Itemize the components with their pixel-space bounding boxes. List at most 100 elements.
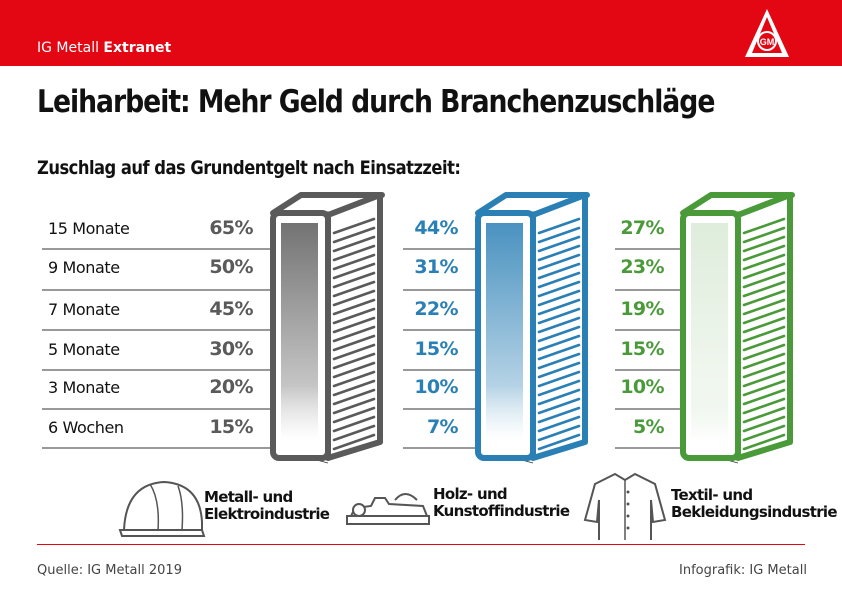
tower-hatch xyxy=(537,379,581,397)
chart-subtitle: Zuschlag auf das Grundentgelt nach Einsa… xyxy=(37,157,461,179)
tower-hatch xyxy=(742,298,786,316)
category-label: 15 Monate xyxy=(48,219,130,238)
ig-metall-logo-icon: GM xyxy=(745,9,789,57)
value-label: 23% xyxy=(620,256,664,278)
value-label: 10% xyxy=(620,376,664,398)
category-label: 5 Monate xyxy=(48,340,120,359)
legend-label: Metall- und xyxy=(204,488,293,506)
tower-hatch xyxy=(332,316,376,334)
category-label: 3 Monate xyxy=(48,378,120,397)
svg-text:GM: GM xyxy=(760,37,775,47)
tower-hatch xyxy=(742,262,786,280)
value-label: 20% xyxy=(209,376,253,398)
tower-hatch xyxy=(537,334,581,352)
tower-2 xyxy=(475,192,590,461)
tower-hatch xyxy=(537,406,581,424)
hardhat-icon xyxy=(118,480,206,537)
legend-label: Holz- und xyxy=(433,485,507,503)
tower-hatch xyxy=(537,253,581,271)
planer-icon xyxy=(346,493,430,525)
tower-hatch xyxy=(332,433,376,451)
tower-hatch xyxy=(537,307,581,325)
tower-hatch xyxy=(332,370,376,388)
value-label: 22% xyxy=(414,298,458,320)
tower-hatch xyxy=(537,361,581,379)
tower-hatch xyxy=(537,397,581,415)
tower-hatch xyxy=(332,307,376,325)
value-label: 15% xyxy=(414,338,458,360)
shirt-icon xyxy=(583,472,667,540)
tower-hatch xyxy=(537,415,581,433)
tower-hatch xyxy=(742,280,786,298)
brand: IG Metall Extranet xyxy=(37,40,171,56)
value-label: 27% xyxy=(620,217,664,239)
tower-shading xyxy=(691,223,728,440)
tower-hatch xyxy=(332,253,376,271)
tower-hatch xyxy=(537,352,581,370)
tower-hatch xyxy=(332,235,376,253)
tower-hatch xyxy=(742,388,786,406)
tower-hatch xyxy=(537,262,581,280)
tower-hatch xyxy=(332,325,376,343)
tower-hatch xyxy=(332,289,376,307)
tower-hatch xyxy=(537,217,581,235)
tower-hatch xyxy=(742,424,786,442)
tower-hatch xyxy=(332,343,376,361)
tower-hatch xyxy=(332,334,376,352)
value-label: 15% xyxy=(209,416,253,438)
tower-hatch xyxy=(537,226,581,244)
tower-hatch xyxy=(332,415,376,433)
brand-name: IG Metall xyxy=(37,40,99,56)
tower-hatch xyxy=(537,280,581,298)
tower-hatch xyxy=(332,406,376,424)
tower-hatch xyxy=(332,217,376,235)
tower-hatch xyxy=(537,316,581,334)
tower-hatch xyxy=(742,433,786,451)
tower-hatch xyxy=(742,397,786,415)
tower-hatch xyxy=(332,397,376,415)
value-label: 5% xyxy=(633,416,665,438)
chart-area: 15 Monate 9 Monate 7 Monate 5 Monate 3 Monat… xyxy=(42,192,838,540)
tower-hatch xyxy=(742,334,786,352)
tower-hatch xyxy=(742,325,786,343)
tower-hatch xyxy=(537,271,581,289)
value-label: 7% xyxy=(427,416,459,438)
value-label: 15% xyxy=(620,338,664,360)
tower-hatch xyxy=(742,415,786,433)
value-label: 65% xyxy=(209,217,253,239)
tower-hatch xyxy=(332,226,376,244)
tower-hatch xyxy=(742,316,786,334)
legend-label: Bekleidungsindustrie xyxy=(671,503,837,521)
tower-hatch xyxy=(537,298,581,316)
value-label: 45% xyxy=(209,298,253,320)
tower-hatch xyxy=(537,325,581,343)
tower-shading xyxy=(281,223,318,440)
tower-shading xyxy=(486,223,523,440)
value-label: 30% xyxy=(209,338,253,360)
tower-hatch xyxy=(742,379,786,397)
tower-hatch xyxy=(332,244,376,262)
credit-note: Infografik: IG Metall xyxy=(679,563,807,578)
tower-hatch xyxy=(742,244,786,262)
category-label: 6 Wochen xyxy=(48,418,124,437)
tower-hatch xyxy=(537,370,581,388)
category-label: 7 Monate xyxy=(48,300,120,319)
tower-hatch xyxy=(742,226,786,244)
footer-divider xyxy=(37,544,805,545)
value-label: 19% xyxy=(620,298,664,320)
tower-hatch xyxy=(742,343,786,361)
tower-hatch xyxy=(537,289,581,307)
tower-hatch xyxy=(332,298,376,316)
tower-hatch xyxy=(742,253,786,271)
tower-hatch xyxy=(332,271,376,289)
category-label: 9 Monate xyxy=(48,258,120,277)
legend-label: Textil- und xyxy=(671,486,752,504)
brand-section: Extranet xyxy=(103,40,172,56)
tower-hatch xyxy=(742,361,786,379)
value-label: 44% xyxy=(414,217,458,239)
tower-hatch xyxy=(537,433,581,451)
tower-hatch xyxy=(537,244,581,262)
tower-hatch xyxy=(742,307,786,325)
tower-hatch xyxy=(332,352,376,370)
tower-hatch xyxy=(537,388,581,406)
